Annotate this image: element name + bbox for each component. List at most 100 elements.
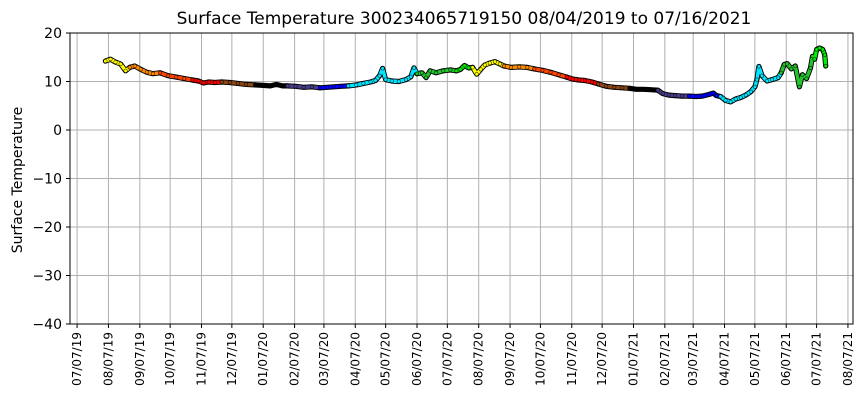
data-point bbox=[448, 67, 453, 72]
data-point bbox=[820, 47, 825, 52]
y-tick-label: −30 bbox=[32, 269, 62, 285]
x-axis-ticks: 07/07/19 08/07/19 09/07/19 10/07/19 11/07/19… bbox=[70, 324, 855, 386]
y-tick-label: 20 bbox=[44, 26, 62, 42]
x-tick-label: 09/07/20 bbox=[503, 332, 517, 386]
data-point bbox=[293, 84, 298, 89]
data-point bbox=[497, 61, 502, 67]
data-point bbox=[301, 85, 306, 90]
data-point bbox=[679, 94, 685, 99]
y-tick-label: −20 bbox=[32, 220, 62, 236]
y-axis-ticks: 20 10 0 −10 −20 −30 −40 bbox=[32, 26, 70, 333]
data-point bbox=[655, 88, 660, 93]
data-point bbox=[174, 75, 179, 80]
x-tick-label: 03/07/20 bbox=[317, 332, 331, 386]
data-point bbox=[728, 99, 733, 104]
data-point bbox=[235, 81, 240, 86]
data-point bbox=[132, 63, 137, 69]
data-series bbox=[102, 45, 829, 105]
data-point bbox=[190, 77, 195, 83]
data-point bbox=[687, 94, 692, 99]
data-point bbox=[411, 65, 417, 70]
y-tick-label: 10 bbox=[44, 75, 62, 91]
data-point bbox=[212, 80, 217, 85]
data-point bbox=[694, 94, 699, 99]
x-tick-label: 09/07/19 bbox=[133, 332, 147, 386]
data-point bbox=[785, 61, 790, 66]
data-point bbox=[714, 93, 719, 98]
data-point bbox=[268, 83, 273, 88]
data-point bbox=[596, 81, 601, 86]
data-point bbox=[748, 89, 753, 94]
data-point bbox=[383, 77, 388, 82]
data-point bbox=[822, 52, 827, 57]
data-point bbox=[462, 63, 467, 68]
data-point bbox=[339, 84, 344, 89]
data-point bbox=[219, 79, 224, 85]
data-point bbox=[700, 94, 705, 99]
data-point bbox=[711, 91, 716, 96]
data-point bbox=[466, 65, 471, 70]
data-point bbox=[764, 78, 770, 84]
x-tick-label: 07/07/20 bbox=[440, 332, 454, 386]
chart-title: Surface Temperature 300234065719150 08/0… bbox=[177, 9, 752, 29]
data-point bbox=[570, 77, 575, 82]
data-point bbox=[368, 79, 373, 85]
y-tick-label: −40 bbox=[32, 317, 62, 333]
data-point bbox=[548, 70, 553, 75]
x-tick-label: 11/07/19 bbox=[195, 332, 209, 386]
x-tick-label: 11/07/20 bbox=[565, 332, 579, 386]
data-point bbox=[280, 83, 285, 88]
data-point bbox=[253, 82, 258, 87]
x-tick-label: 12/07/19 bbox=[225, 332, 239, 386]
data-point bbox=[509, 65, 514, 70]
data-point bbox=[789, 66, 794, 71]
data-point bbox=[144, 70, 149, 75]
data-point bbox=[797, 84, 802, 89]
data-point bbox=[517, 64, 522, 69]
x-tick-label: 12/07/20 bbox=[595, 332, 609, 386]
data-point bbox=[201, 80, 206, 86]
x-tick-label: 04/07/21 bbox=[718, 332, 732, 386]
data-point bbox=[138, 67, 143, 72]
data-point bbox=[532, 66, 537, 71]
data-point bbox=[723, 98, 728, 103]
data-point bbox=[361, 81, 366, 86]
data-point bbox=[482, 62, 487, 68]
data-point bbox=[576, 77, 581, 83]
data-point bbox=[118, 61, 123, 67]
data-point bbox=[564, 75, 569, 80]
data-point bbox=[754, 77, 759, 82]
data-point bbox=[634, 87, 639, 92]
data-point bbox=[123, 68, 128, 73]
x-tick-label: 05/07/20 bbox=[379, 332, 393, 386]
data-point bbox=[408, 74, 413, 79]
data-point bbox=[756, 64, 761, 69]
data-point bbox=[733, 96, 738, 102]
data-point bbox=[317, 85, 322, 90]
data-point bbox=[324, 85, 330, 90]
data-point bbox=[666, 93, 671, 98]
data-point bbox=[309, 84, 314, 89]
x-tick-label: 10/07/20 bbox=[533, 332, 547, 386]
data-point bbox=[454, 68, 459, 73]
data-point bbox=[113, 60, 118, 65]
series-outline bbox=[717, 63, 784, 105]
data-point bbox=[752, 84, 757, 89]
x-tick-label: 08/07/20 bbox=[472, 332, 486, 386]
data-point bbox=[414, 71, 420, 76]
data-point bbox=[660, 91, 665, 96]
data-point bbox=[419, 70, 425, 75]
x-tick-label: 06/07/20 bbox=[410, 332, 424, 386]
data-point bbox=[478, 67, 483, 72]
x-tick-label: 04/07/20 bbox=[348, 332, 362, 386]
data-point bbox=[373, 78, 378, 83]
y-axis-label: Surface Temperature bbox=[10, 107, 26, 253]
x-tick-label: 03/07/21 bbox=[686, 332, 700, 386]
x-tick-label: 06/07/21 bbox=[779, 332, 793, 386]
data-point bbox=[157, 70, 163, 75]
x-tick-label: 05/07/21 bbox=[748, 332, 762, 386]
data-point bbox=[808, 65, 813, 70]
data-point bbox=[800, 72, 805, 77]
